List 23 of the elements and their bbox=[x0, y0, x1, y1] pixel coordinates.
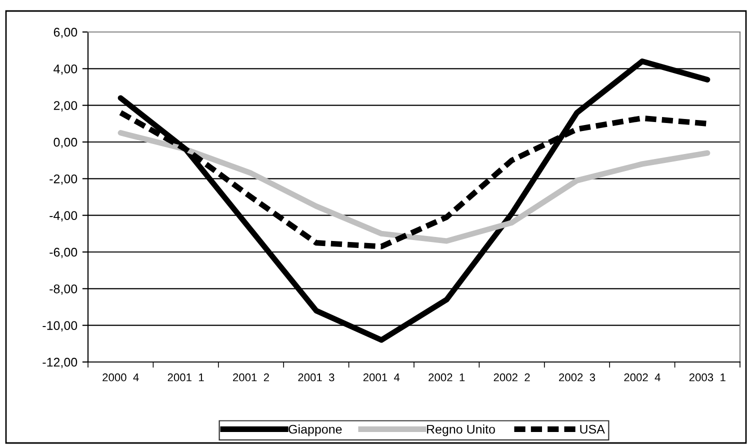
y-tick-label: -8,00 bbox=[50, 284, 78, 295]
y-tick-label: -10,00 bbox=[42, 321, 78, 332]
y-tick-label: 4,00 bbox=[54, 64, 78, 75]
x-tick-label: 2002 3 bbox=[559, 373, 596, 382]
x-tick-label: 2001 3 bbox=[298, 373, 334, 382]
y-tick-label: -12,00 bbox=[42, 358, 78, 368]
y-tick-label: -4,00 bbox=[50, 211, 78, 222]
legend-label: Giappone bbox=[288, 424, 342, 436]
y-tick-label: -2,00 bbox=[50, 174, 78, 185]
x-tick-label: 2001 2 bbox=[233, 373, 269, 382]
x-tick-label: 2002 4 bbox=[624, 373, 660, 382]
x-tick-label: 2003 1 bbox=[689, 373, 726, 382]
x-tick-label: 2002 1 bbox=[428, 373, 465, 382]
legend-label: USA bbox=[580, 424, 605, 434]
x-tick-label: 2001 1 bbox=[168, 373, 204, 382]
legend-label: Regno Unito bbox=[427, 424, 495, 436]
x-tick-label: 2000 4 bbox=[102, 373, 139, 382]
y-tick-label: -6,00 bbox=[50, 248, 78, 258]
y-tick-label: 2,00 bbox=[54, 101, 78, 112]
x-tick-label: 2001 4 bbox=[363, 373, 400, 382]
x-tick-label: 2002 2 bbox=[494, 373, 530, 382]
y-tick-label: 6,00 bbox=[54, 28, 78, 38]
y-tick-label: 0,00 bbox=[54, 138, 78, 148]
